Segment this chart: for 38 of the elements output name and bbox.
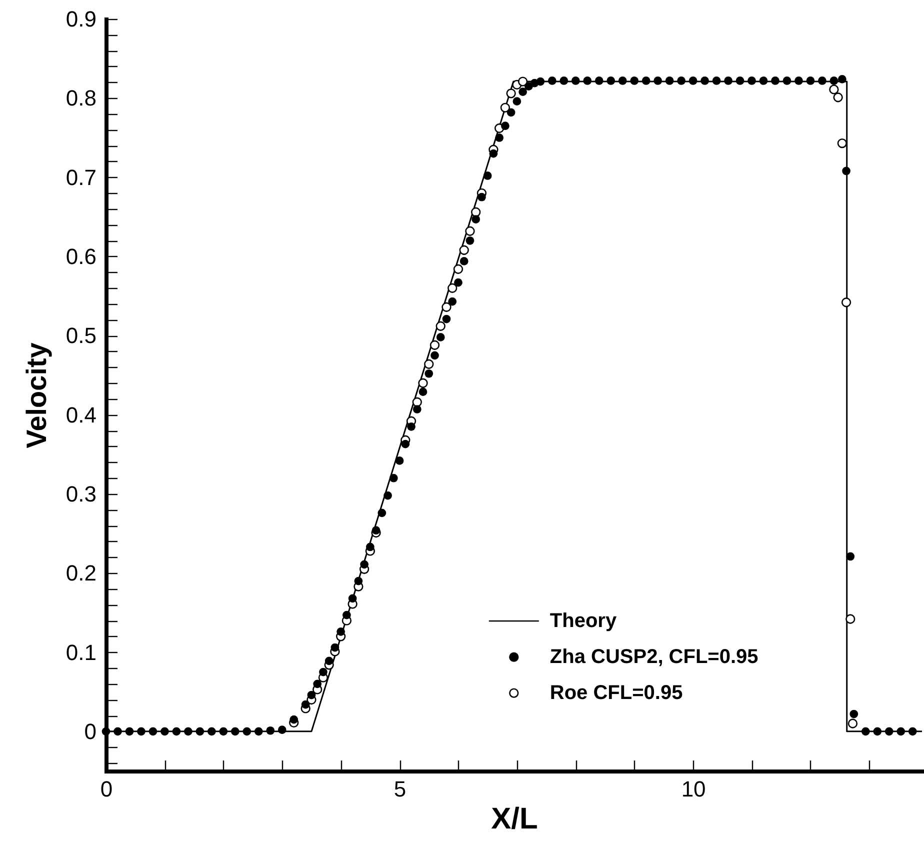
y-axis-title: Velocity — [20, 342, 52, 448]
point — [829, 84, 839, 94]
x-axis-title: X/L — [491, 802, 538, 836]
point — [841, 298, 852, 308]
point — [518, 76, 528, 86]
y-tick-label: 0.6 — [66, 244, 96, 269]
y-tick-label: 0.1 — [66, 640, 96, 665]
y-tick-label: 0.2 — [66, 560, 96, 586]
point — [848, 718, 858, 728]
y-tick-label: 0 — [84, 718, 96, 744]
point — [506, 88, 516, 98]
point — [846, 614, 856, 624]
point — [453, 264, 464, 274]
point — [436, 321, 446, 331]
point — [833, 92, 843, 102]
x-tick-label: 0 — [100, 776, 113, 802]
point — [424, 359, 434, 369]
y-tick-label: 0.3 — [66, 481, 96, 506]
x-tick-label: 5 — [394, 776, 406, 802]
point — [837, 138, 847, 148]
point — [412, 397, 422, 407]
legend-label: Theory — [550, 610, 618, 632]
x-tick-label: 10 — [681, 776, 706, 802]
legend-label: Zha CUSP2, CFL=0.95 — [550, 646, 758, 668]
point — [448, 283, 458, 293]
point — [465, 226, 475, 236]
y-tick-label: 0.9 — [66, 6, 96, 32]
point — [442, 302, 452, 312]
point — [459, 245, 469, 255]
point — [418, 378, 428, 388]
point — [500, 102, 510, 112]
y-tick-label: 0.4 — [66, 402, 96, 428]
y-tick-label: 0.5 — [66, 323, 96, 348]
legend-label: Roe CFL=0.95 — [550, 682, 683, 704]
point — [471, 207, 481, 217]
y-tick-label: 0.8 — [66, 86, 96, 111]
y-tick-label: 0.7 — [66, 164, 96, 190]
point — [430, 340, 440, 350]
